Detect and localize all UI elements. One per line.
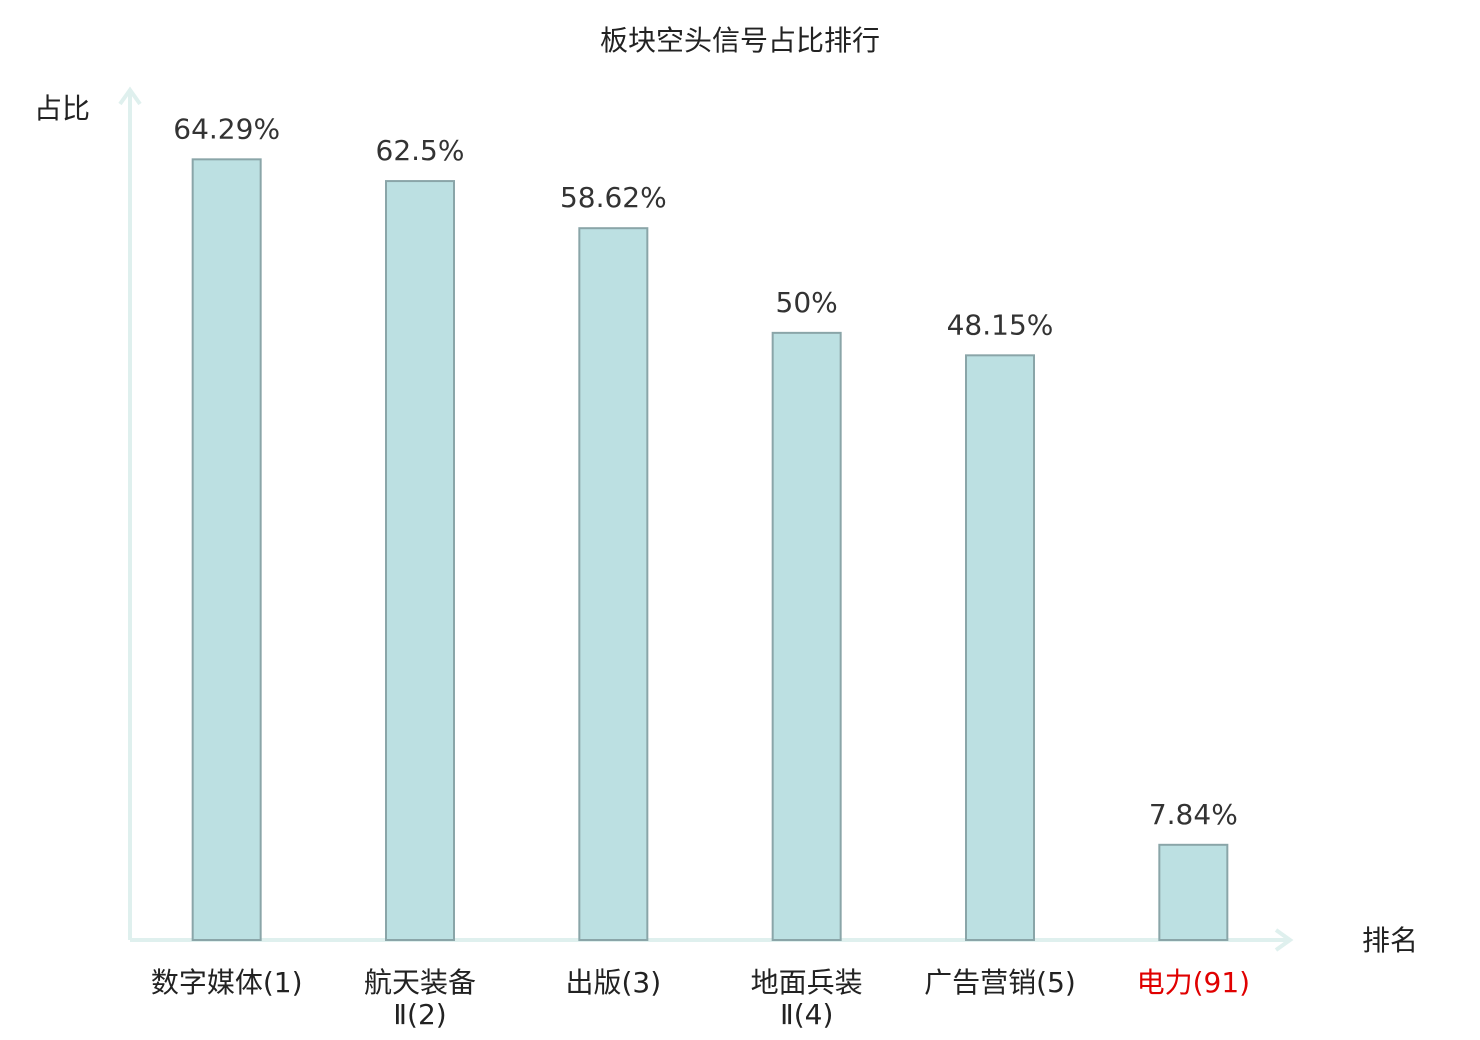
- value-label: 48.15%: [947, 308, 1054, 341]
- bar: [965, 354, 1035, 942]
- x-tick-label: 电力(91): [1137, 966, 1250, 999]
- y-axis-label: 占比: [34, 92, 90, 125]
- x-tick-label: 广告营销(5): [924, 966, 1076, 999]
- bar: [578, 227, 649, 941]
- bar: [771, 331, 842, 942]
- bar: [385, 180, 455, 942]
- value-label: 58.62%: [560, 181, 667, 214]
- value-label: 62.5%: [376, 134, 465, 167]
- x-axis-label: 排名: [1362, 924, 1418, 957]
- x-tick-label: 地面兵装: [751, 966, 863, 999]
- value-label: 50%: [776, 286, 838, 319]
- x-tick-label: Ⅱ(4): [780, 998, 833, 1031]
- y-axis-arrow: [118, 86, 142, 106]
- x-tick-label: 出版(3): [565, 966, 661, 999]
- x-tick-label: 航天装备: [364, 966, 476, 999]
- bar: [191, 158, 262, 942]
- bar: [1158, 843, 1229, 941]
- value-label: 7.84%: [1149, 798, 1238, 831]
- x-tick-label: 数字媒体(1): [151, 966, 303, 999]
- x-axis-arrow: [1274, 928, 1294, 952]
- value-label: 64.29%: [173, 112, 280, 145]
- x-tick-label: Ⅱ(2): [393, 998, 446, 1031]
- chart-title: 板块空头信号占比排行: [600, 24, 880, 57]
